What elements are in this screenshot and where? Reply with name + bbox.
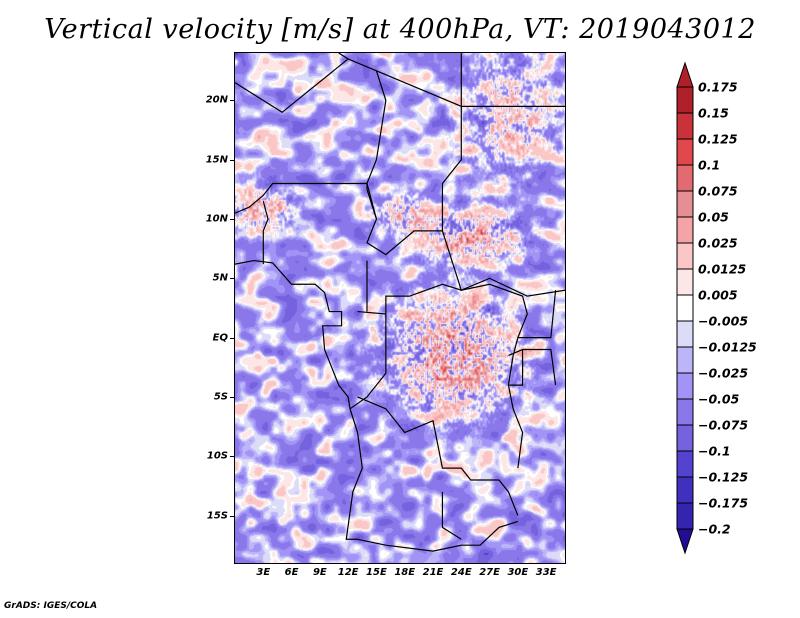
x-tick-label: 27E [479,567,500,578]
colorbar-label: −0.025 [698,365,749,381]
colorbar-swatch [676,242,694,270]
colorbar-label: 0.0125 [698,261,747,277]
y-tick-mark [230,396,235,398]
colorbar-label: 0.125 [698,131,738,147]
y-tick-mark [230,159,235,161]
colorbar-extend-max [676,61,694,88]
x-tick-label: 21E [422,567,444,578]
y-tick-label: 15S [206,510,228,522]
colorbar-label: −0.0125 [698,339,757,355]
colorbar-swatch [676,268,694,296]
y-tick-label: 5S [213,391,228,403]
country-borders [235,53,565,552]
colorbar-swatch [676,450,694,478]
colorbar-swatch [676,424,694,452]
colorbar-label: 0.005 [698,287,738,303]
x-tick-label: 3E [256,567,271,578]
y-tick-label: 10N [205,213,228,225]
border-line [522,348,557,386]
border-line [366,70,565,297]
colorbar-label: 0.075 [698,183,738,199]
border-line [235,259,363,540]
colorbar-swatch [676,502,694,530]
y-tick-mark [230,278,235,280]
border-line [357,283,528,469]
colorbar-swatch [676,372,694,400]
colorbar-label: 0.175 [698,79,738,95]
y-tick-label: 15N [205,154,228,166]
border-line [441,491,462,540]
border-line [357,520,519,552]
x-tick-label: 18E [394,567,416,578]
x-tick-label: 33E [535,567,557,578]
colorbar-label: 0.15 [698,105,729,121]
border-line [235,182,316,214]
colorbar-swatch [676,398,694,426]
border-line [357,396,519,516]
y-tick-label: 20N [205,94,228,106]
vertical-velocity-field [235,53,565,563]
colorbar-label: −0.005 [698,313,749,329]
chart-title: Vertical velocity [m/s] at 400hPa, VT: 2… [44,14,756,45]
y-tick-mark [230,100,235,102]
colorbar-swatch [676,320,694,348]
map-plot-area [235,53,565,563]
colorbar-label: −0.125 [698,469,749,485]
colorbar-swatch [676,164,694,192]
colorbar-label: −0.1 [698,443,731,459]
border-line [349,313,387,410]
y-tick-label: 5N [212,272,228,284]
x-tick-label: 30E [507,567,529,578]
colorbar-label: −0.075 [698,417,749,433]
colorbar [676,61,694,555]
colorbar-swatch [676,346,694,374]
colorbar-label: −0.05 [698,391,740,407]
colorbar-label: 0.1 [698,157,721,173]
y-tick-label: EQ [212,332,228,344]
x-tick-label: 24E [450,567,472,578]
colorbar-swatch [676,138,694,166]
colorbar-label: −0.175 [698,495,749,511]
colorbar-swatch [676,476,694,504]
colorbar-swatch [676,216,694,244]
grads-credit: GrADS: IGES/COLA [4,601,98,611]
x-tick-label: 12E [337,567,359,578]
y-tick-mark [230,219,235,221]
x-tick-label: 6E [284,567,299,578]
border-line [517,290,557,339]
border-line [315,182,378,220]
colorbar-swatch [676,190,694,218]
x-tick-label: 9E [312,567,327,578]
colorbar-swatch [676,294,694,322]
colorbar-swatch [676,86,694,114]
colorbar-label: −0.2 [698,521,731,537]
border-line [235,58,462,231]
border-line [262,201,269,265]
colorbar-swatch [676,112,694,140]
y-tick-label: 10S [206,450,228,462]
y-tick-mark [230,515,235,517]
border-line [508,348,524,386]
border-line [338,53,349,60]
colorbar-extend-min [676,528,694,555]
y-tick-mark [230,337,235,339]
y-tick-mark [230,456,235,458]
x-tick-label: 15E [366,567,387,578]
colorbar-label: 0.025 [698,235,738,251]
colorbar-label: 0.05 [698,209,729,225]
